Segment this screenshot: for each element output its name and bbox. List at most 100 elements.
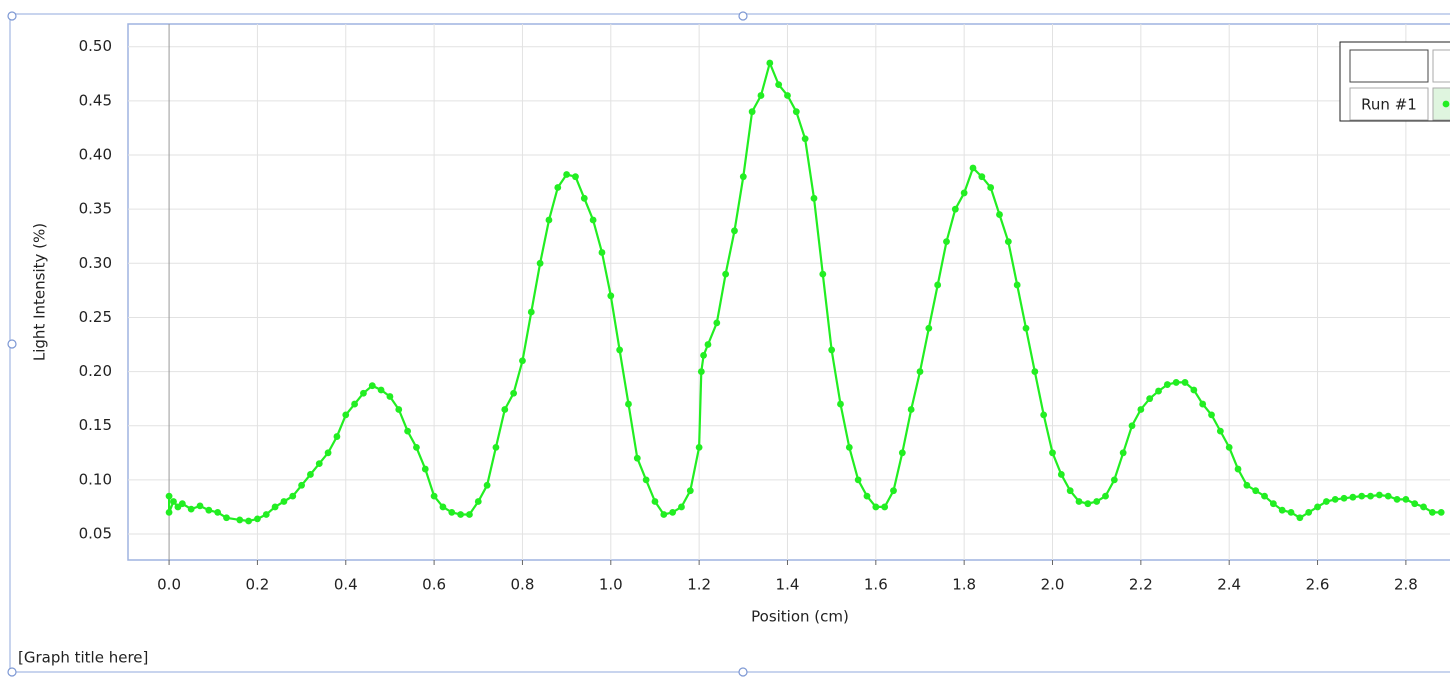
data-point [245, 517, 252, 525]
data-point [413, 443, 420, 451]
data-point [554, 184, 562, 191]
data-point [165, 508, 173, 516]
handle[interactable] [7, 11, 17, 21]
x-tick-label: 1.2 [687, 576, 711, 594]
data-point [607, 292, 615, 300]
data-point [598, 249, 606, 256]
data-point [828, 346, 836, 354]
handle[interactable] [738, 11, 748, 21]
data-point [1208, 411, 1215, 419]
handle[interactable] [738, 667, 748, 677]
data-point [1358, 492, 1366, 500]
x-axis-label: Position (cm) [751, 608, 849, 626]
data-point [951, 205, 959, 213]
data-point [845, 443, 853, 451]
x-tick-label: 0.8 [511, 576, 535, 594]
data-point [1375, 491, 1383, 499]
x-tick-label: 2.6 [1306, 576, 1330, 594]
data-point [307, 471, 314, 478]
data-point [1155, 387, 1162, 395]
data-point [1216, 427, 1224, 435]
x-tick-label: 2.8 [1394, 576, 1418, 594]
data-point [1296, 514, 1304, 522]
legend-marker [1442, 100, 1450, 108]
data-point [1234, 465, 1242, 473]
data-point [333, 433, 341, 440]
data-point [739, 173, 747, 181]
data-point [1252, 487, 1260, 495]
data-point [368, 382, 376, 390]
y-tick-label: 0.05 [79, 525, 112, 543]
data-point [563, 171, 571, 178]
data-point [1428, 508, 1436, 516]
data-point [625, 400, 632, 408]
data-point [678, 503, 685, 511]
data-point [837, 400, 844, 408]
data-point [881, 503, 889, 511]
data-point [695, 443, 703, 451]
chart-title[interactable]: [Graph title here] [18, 649, 148, 667]
handle[interactable] [7, 667, 17, 677]
data-point [527, 308, 535, 316]
data-point [1146, 395, 1154, 403]
y-tick-label: 0.25 [79, 308, 112, 326]
data-point [890, 487, 897, 495]
data-point [775, 81, 783, 89]
marks [165, 59, 1445, 525]
data-point [324, 449, 332, 457]
data-point [395, 406, 403, 413]
data-point [996, 211, 1003, 218]
x-tick-label: 1.0 [599, 576, 623, 594]
data-point [289, 492, 297, 500]
data-point [616, 346, 624, 354]
data-point [1049, 449, 1056, 457]
data-point [916, 368, 924, 375]
y-tick-label: 0.45 [79, 91, 112, 109]
data-point [1349, 493, 1357, 501]
data-point [1393, 495, 1401, 503]
data-point [731, 227, 738, 235]
data-point [792, 108, 800, 116]
data-point [1420, 503, 1427, 511]
data-point [1331, 495, 1339, 503]
x-tick-label: 0.2 [245, 576, 269, 594]
data-point [925, 324, 933, 332]
data-point [748, 108, 756, 116]
data-point [1137, 406, 1145, 413]
data-point [1287, 508, 1295, 516]
legend-cell [1432, 49, 1450, 83]
data-point [1322, 498, 1330, 505]
data-point [236, 516, 244, 524]
data-point [713, 319, 721, 327]
handle[interactable] [7, 339, 17, 349]
y-tick-label: 0.40 [79, 146, 112, 164]
data-point [483, 481, 491, 489]
data-point [943, 238, 950, 246]
data-point [1278, 506, 1286, 514]
data-point [448, 508, 456, 516]
data-point [580, 194, 588, 202]
data-point [686, 487, 694, 495]
data-point [819, 270, 827, 278]
legend[interactable]: Run #1 [1339, 41, 1450, 122]
y-tick-label: 0.30 [79, 254, 112, 272]
data-point [1243, 481, 1251, 489]
data-point [1110, 476, 1118, 484]
data-point [934, 281, 942, 289]
data-point [351, 400, 358, 408]
data-point [898, 449, 906, 457]
data-point [697, 368, 705, 375]
data-point [1093, 498, 1101, 505]
data-point [466, 511, 473, 518]
data-point [572, 173, 579, 181]
x-tick-label: 2.2 [1129, 576, 1153, 594]
data-point [510, 389, 518, 397]
data-point [784, 92, 791, 99]
data-point [1057, 471, 1065, 478]
x-tick-label: 2.4 [1217, 576, 1241, 594]
data-point [1269, 500, 1277, 508]
data-point [421, 465, 429, 473]
data-point [633, 454, 641, 462]
data-point [386, 393, 394, 400]
